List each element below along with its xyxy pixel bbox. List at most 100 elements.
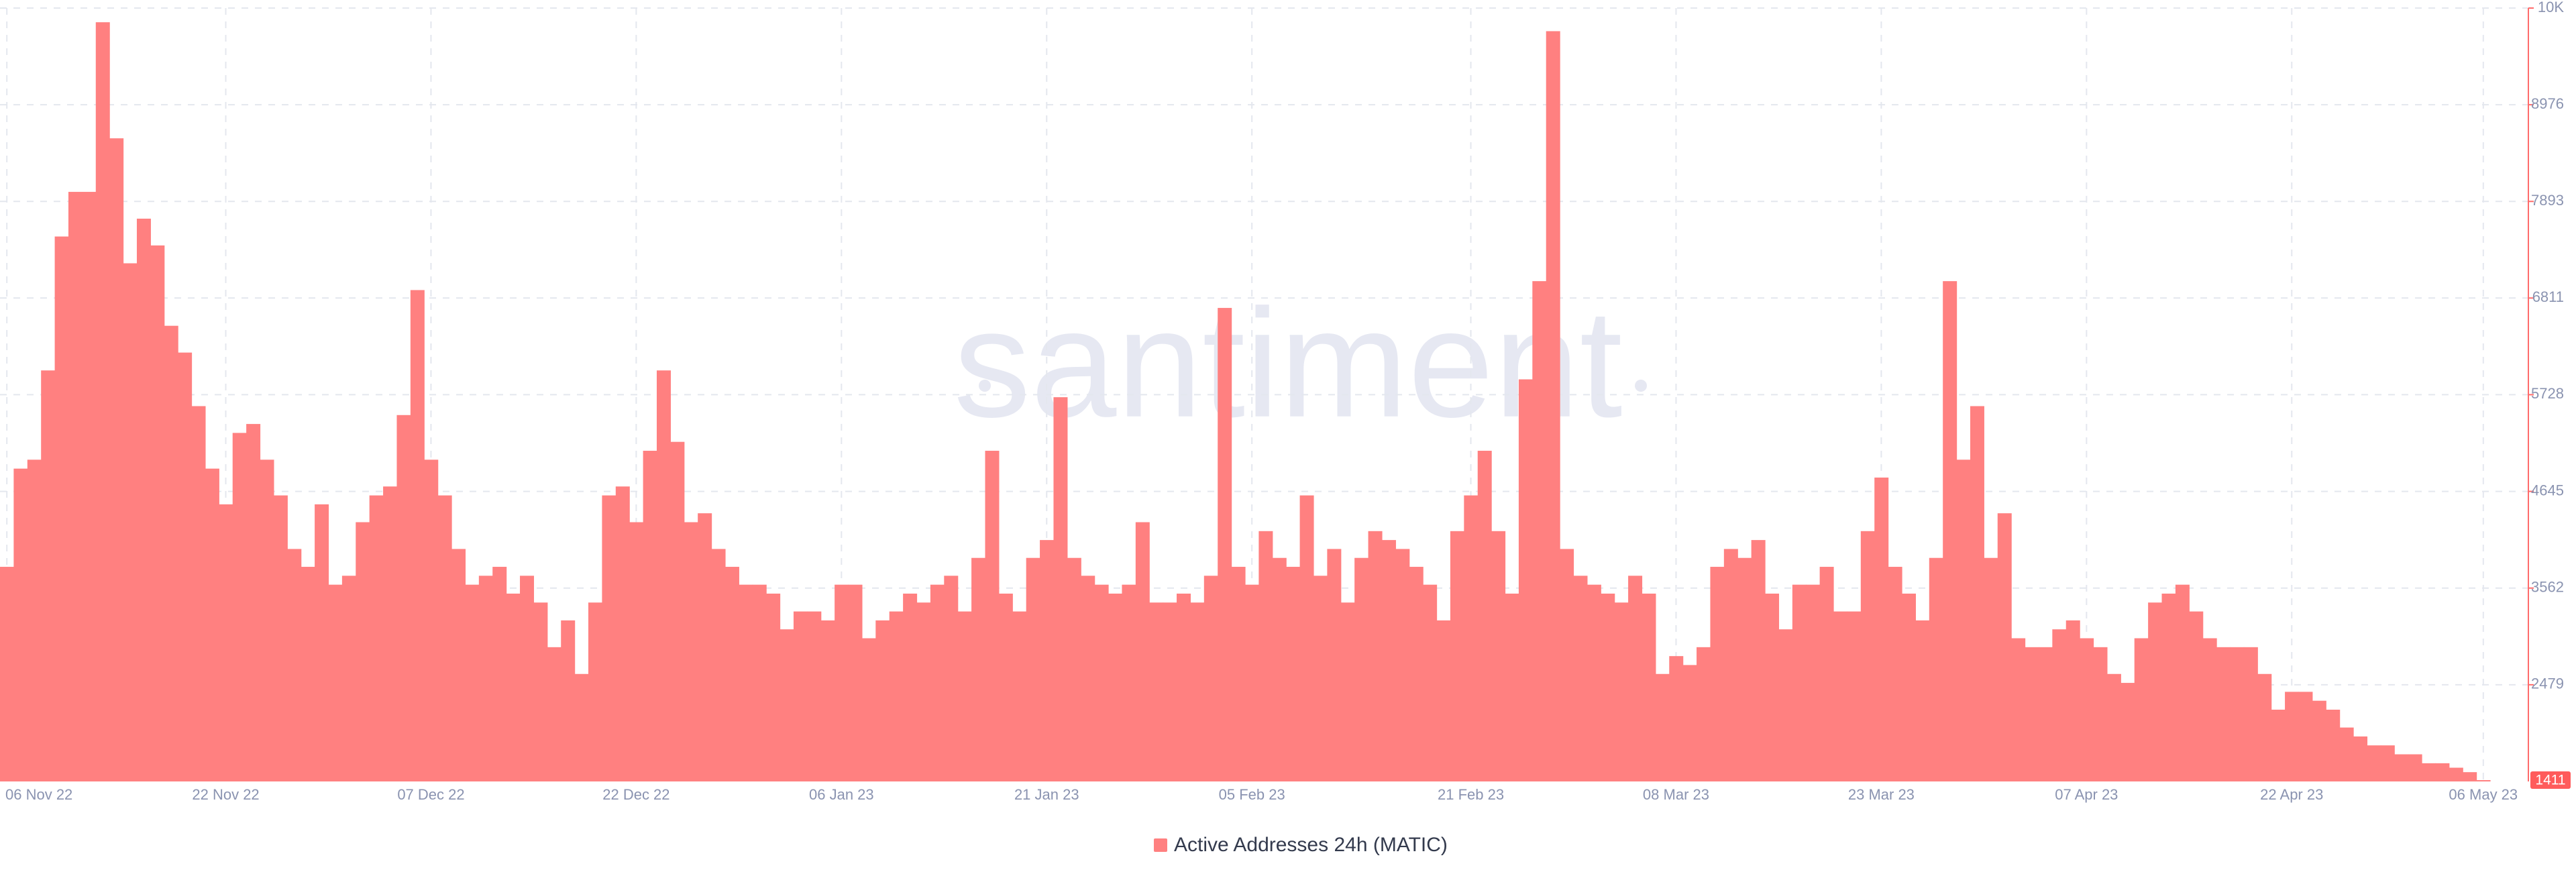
bar bbox=[1245, 584, 1259, 781]
bar bbox=[2065, 620, 2080, 781]
bar bbox=[1518, 379, 1533, 781]
bar bbox=[1901, 593, 1916, 781]
bar bbox=[670, 441, 685, 781]
legend-swatch bbox=[1154, 838, 1167, 852]
bar bbox=[1778, 629, 1793, 781]
bar bbox=[2202, 638, 2217, 781]
bar bbox=[957, 611, 972, 781]
bar bbox=[793, 611, 808, 781]
bar bbox=[711, 549, 726, 781]
bar bbox=[1682, 665, 1697, 781]
bar bbox=[2052, 629, 2067, 781]
bar bbox=[780, 629, 794, 781]
y-tick-label: 4645 bbox=[2531, 482, 2564, 498]
bar bbox=[2339, 727, 2354, 781]
bar bbox=[889, 611, 904, 781]
bar bbox=[1491, 531, 1506, 781]
bar bbox=[629, 522, 644, 781]
bar bbox=[1765, 593, 1780, 781]
bar bbox=[451, 549, 466, 781]
x-tick-label: 22 Apr 23 bbox=[2260, 786, 2323, 803]
bar bbox=[1505, 593, 1519, 781]
y-tick-label: 3562 bbox=[2531, 579, 2564, 596]
watermark-dot bbox=[979, 380, 991, 392]
bar bbox=[875, 620, 890, 781]
bar bbox=[219, 504, 233, 781]
bar bbox=[1477, 451, 1492, 781]
bar bbox=[1984, 557, 1998, 781]
bar bbox=[1340, 602, 1355, 781]
bar bbox=[478, 576, 493, 781]
bar bbox=[561, 620, 576, 781]
x-tick-label: 21 Jan 23 bbox=[1014, 786, 1079, 803]
x-tick-label: 06 May 23 bbox=[2449, 786, 2518, 803]
bar bbox=[2243, 647, 2258, 781]
bar bbox=[602, 495, 616, 781]
legend: Active Addresses 24h (MATIC) bbox=[1154, 834, 1448, 856]
bar bbox=[1860, 531, 1875, 781]
bar bbox=[123, 263, 138, 781]
bar bbox=[1737, 557, 1752, 781]
bar bbox=[1560, 549, 1574, 781]
bar bbox=[1190, 602, 1205, 781]
bar bbox=[2121, 683, 2135, 781]
bar bbox=[424, 459, 439, 781]
bar bbox=[109, 138, 124, 781]
bar bbox=[1819, 567, 1834, 781]
bar bbox=[383, 486, 398, 781]
bar bbox=[1601, 593, 1615, 781]
bar bbox=[341, 576, 356, 781]
bar bbox=[2257, 673, 2272, 781]
bar bbox=[848, 584, 863, 781]
bar bbox=[2161, 593, 2176, 781]
bar bbox=[232, 433, 247, 781]
x-tick-label: 23 Mar 23 bbox=[1848, 786, 1915, 803]
bar bbox=[1231, 567, 1246, 781]
bar bbox=[656, 370, 671, 781]
bar bbox=[54, 236, 69, 782]
bar bbox=[1135, 522, 1150, 781]
bar bbox=[752, 584, 767, 781]
bar bbox=[588, 602, 603, 781]
y-tick-label: 10K bbox=[2538, 0, 2564, 15]
bar bbox=[1299, 495, 1314, 781]
bar bbox=[1669, 656, 1684, 781]
bar bbox=[1450, 531, 1464, 781]
bar bbox=[191, 406, 206, 781]
bar bbox=[150, 245, 165, 781]
x-tick-label: 05 Feb 23 bbox=[1219, 786, 1285, 803]
bar bbox=[971, 557, 986, 781]
bar bbox=[1697, 647, 1711, 781]
bar bbox=[643, 451, 657, 781]
bar bbox=[1573, 576, 1588, 781]
bar bbox=[2148, 602, 2163, 781]
y-tick-label: 7893 bbox=[2531, 192, 2564, 209]
bar bbox=[985, 451, 1000, 781]
bar bbox=[2271, 709, 2286, 781]
bar bbox=[1286, 567, 1301, 781]
bar bbox=[1409, 567, 1424, 781]
legend-label: Active Addresses 24h (MATIC) bbox=[1174, 834, 1448, 856]
bar bbox=[205, 468, 219, 781]
bar bbox=[1997, 513, 2012, 781]
x-tick-label: 07 Apr 23 bbox=[2055, 786, 2118, 803]
bar bbox=[807, 611, 822, 781]
bar bbox=[2422, 763, 2436, 781]
bar bbox=[1122, 584, 1136, 781]
bar bbox=[998, 593, 1013, 781]
bar bbox=[698, 513, 712, 781]
bar bbox=[136, 218, 151, 781]
bar bbox=[2476, 780, 2491, 781]
bar bbox=[506, 593, 521, 781]
bar bbox=[520, 576, 535, 781]
bar bbox=[1108, 593, 1123, 781]
bar bbox=[1464, 495, 1479, 781]
bar bbox=[930, 584, 945, 781]
bar bbox=[1833, 611, 1848, 781]
bar bbox=[1710, 567, 1725, 781]
bar bbox=[1081, 576, 1095, 781]
bar bbox=[1368, 531, 1383, 781]
bar bbox=[2106, 673, 2121, 781]
bar bbox=[2435, 763, 2450, 781]
